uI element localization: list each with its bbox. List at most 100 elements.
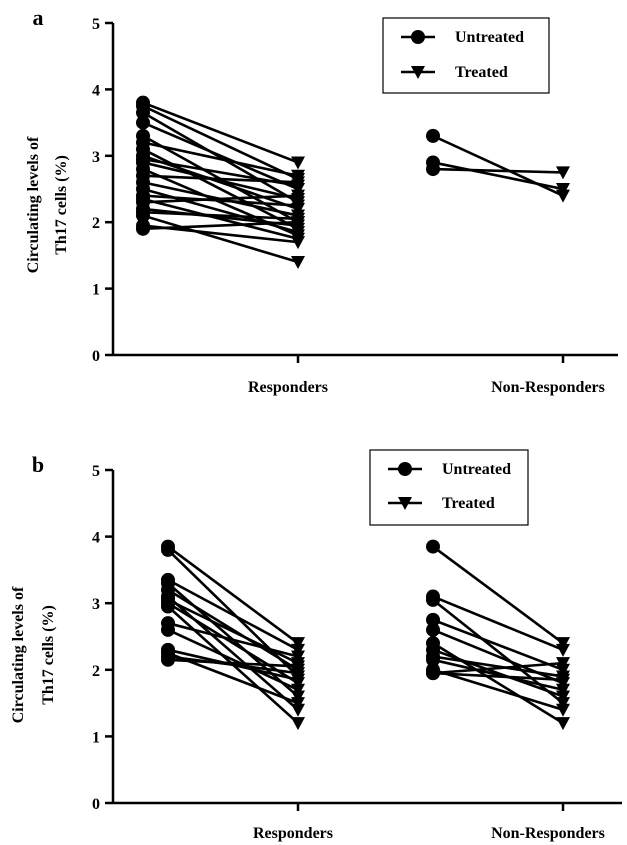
treated-point	[556, 166, 570, 180]
y-tick-label: 4	[92, 530, 100, 547]
y-axis-label-line1: Circulating levels of	[10, 586, 27, 723]
legend: Untreated Treated	[382, 17, 550, 94]
treated-point	[291, 683, 305, 697]
pair-line	[167, 658, 299, 668]
y-tick-label: 0	[92, 796, 100, 813]
pair-line	[432, 671, 564, 682]
pair-line	[167, 628, 299, 691]
pair-line	[142, 210, 299, 221]
pair-line	[142, 220, 299, 231]
untreated-point	[136, 115, 150, 130]
pair-line	[432, 598, 564, 705]
pair-line	[142, 194, 299, 204]
panel-label: b	[32, 452, 44, 477]
legend-label-untreated: Untreated	[455, 29, 524, 46]
treated-point	[291, 156, 305, 170]
treated-point	[291, 660, 305, 674]
legend: Untreated Treated	[369, 449, 529, 526]
series-group-responders	[161, 539, 305, 731]
pair-line	[432, 161, 564, 191]
treated-point	[556, 637, 570, 651]
pair-line	[432, 595, 564, 652]
pair-line	[142, 161, 299, 201]
treated-point	[291, 216, 305, 230]
treated-point	[291, 690, 305, 704]
treated-point	[556, 189, 570, 203]
pair-line	[142, 104, 299, 181]
y-tick-label: 3	[92, 596, 100, 613]
legend-label-treated: Treated	[442, 495, 495, 512]
y-tick-label: 1	[92, 729, 100, 746]
chart-panel-b: b Circulating levels of Th17 cells (%) 0 1 2 3…	[10, 449, 622, 842]
pair-line	[432, 655, 564, 678]
series-group-non-responders	[426, 128, 570, 203]
y-axis-label-line2: Th17 cells (%)	[40, 605, 57, 705]
treated-point	[291, 673, 305, 687]
treated-point	[291, 703, 305, 717]
pair-line	[142, 174, 299, 184]
untreated-point	[136, 105, 150, 120]
pair-line	[432, 545, 564, 645]
pair-line	[432, 661, 564, 675]
treated-point	[556, 717, 570, 731]
untreated-point	[426, 592, 440, 607]
treated-point	[556, 643, 570, 657]
pair-line	[142, 101, 299, 164]
treated-point	[291, 717, 305, 731]
pair-line	[142, 121, 299, 191]
untreated-point	[426, 162, 440, 177]
y-axis-label-line1: Circulating levels of	[25, 136, 42, 273]
pair-line	[142, 197, 299, 241]
pair-line	[142, 111, 299, 204]
treated-point	[291, 667, 305, 681]
series-group-non-responders	[426, 539, 570, 731]
treated-point	[291, 199, 305, 213]
treated-point	[291, 226, 305, 240]
pair-line	[167, 545, 299, 645]
legend-marker-untreated	[398, 462, 412, 476]
treated-point	[291, 176, 305, 190]
treated-point	[291, 236, 305, 250]
treated-point	[556, 183, 570, 196]
legend-box	[382, 17, 550, 94]
pair-line	[432, 618, 564, 672]
untreated-point	[161, 652, 175, 667]
treated-point	[556, 697, 570, 711]
y-tick-label: 1	[92, 282, 100, 299]
legend-marker-treated	[411, 66, 425, 79]
treated-point	[556, 663, 570, 677]
treated-point	[556, 657, 570, 671]
pair-line	[167, 655, 299, 675]
x-tick-label: Non-Responders	[491, 379, 605, 396]
treated-point	[556, 683, 570, 697]
pair-line	[167, 578, 299, 651]
pair-line	[432, 658, 564, 692]
y-tick-label: 5	[92, 463, 100, 480]
pair-line	[432, 167, 564, 174]
treated-point	[291, 650, 305, 664]
untreated-point	[136, 208, 150, 223]
pair-line	[432, 668, 564, 712]
legend-label-treated: Treated	[455, 64, 508, 81]
y-tick-label: 0	[92, 348, 100, 365]
untreated-point	[426, 128, 440, 143]
untreated-point	[161, 599, 175, 614]
legend-box	[369, 449, 529, 526]
treated-point	[291, 169, 305, 183]
treated-point	[556, 703, 570, 717]
untreated-point	[426, 662, 440, 677]
pair-line	[432, 648, 564, 698]
legend-label-untreated: Untreated	[442, 461, 511, 478]
untreated-point	[161, 622, 175, 637]
treated-point	[291, 189, 305, 203]
pair-line	[142, 214, 299, 264]
x-tick-label: Responders	[248, 379, 328, 396]
y-tick-label: 3	[92, 149, 100, 166]
untreated-point	[161, 542, 175, 557]
x-tick-label: Non-Responders	[491, 825, 605, 842]
legend-marker-untreated	[411, 30, 425, 44]
y-axis-label-line2: Th17 cells (%)	[53, 155, 70, 255]
chart-panel-a: a Circulating levels of Th17 cells (%) 0 1 2 3…	[25, 5, 618, 396]
series-group-responders	[136, 95, 305, 270]
